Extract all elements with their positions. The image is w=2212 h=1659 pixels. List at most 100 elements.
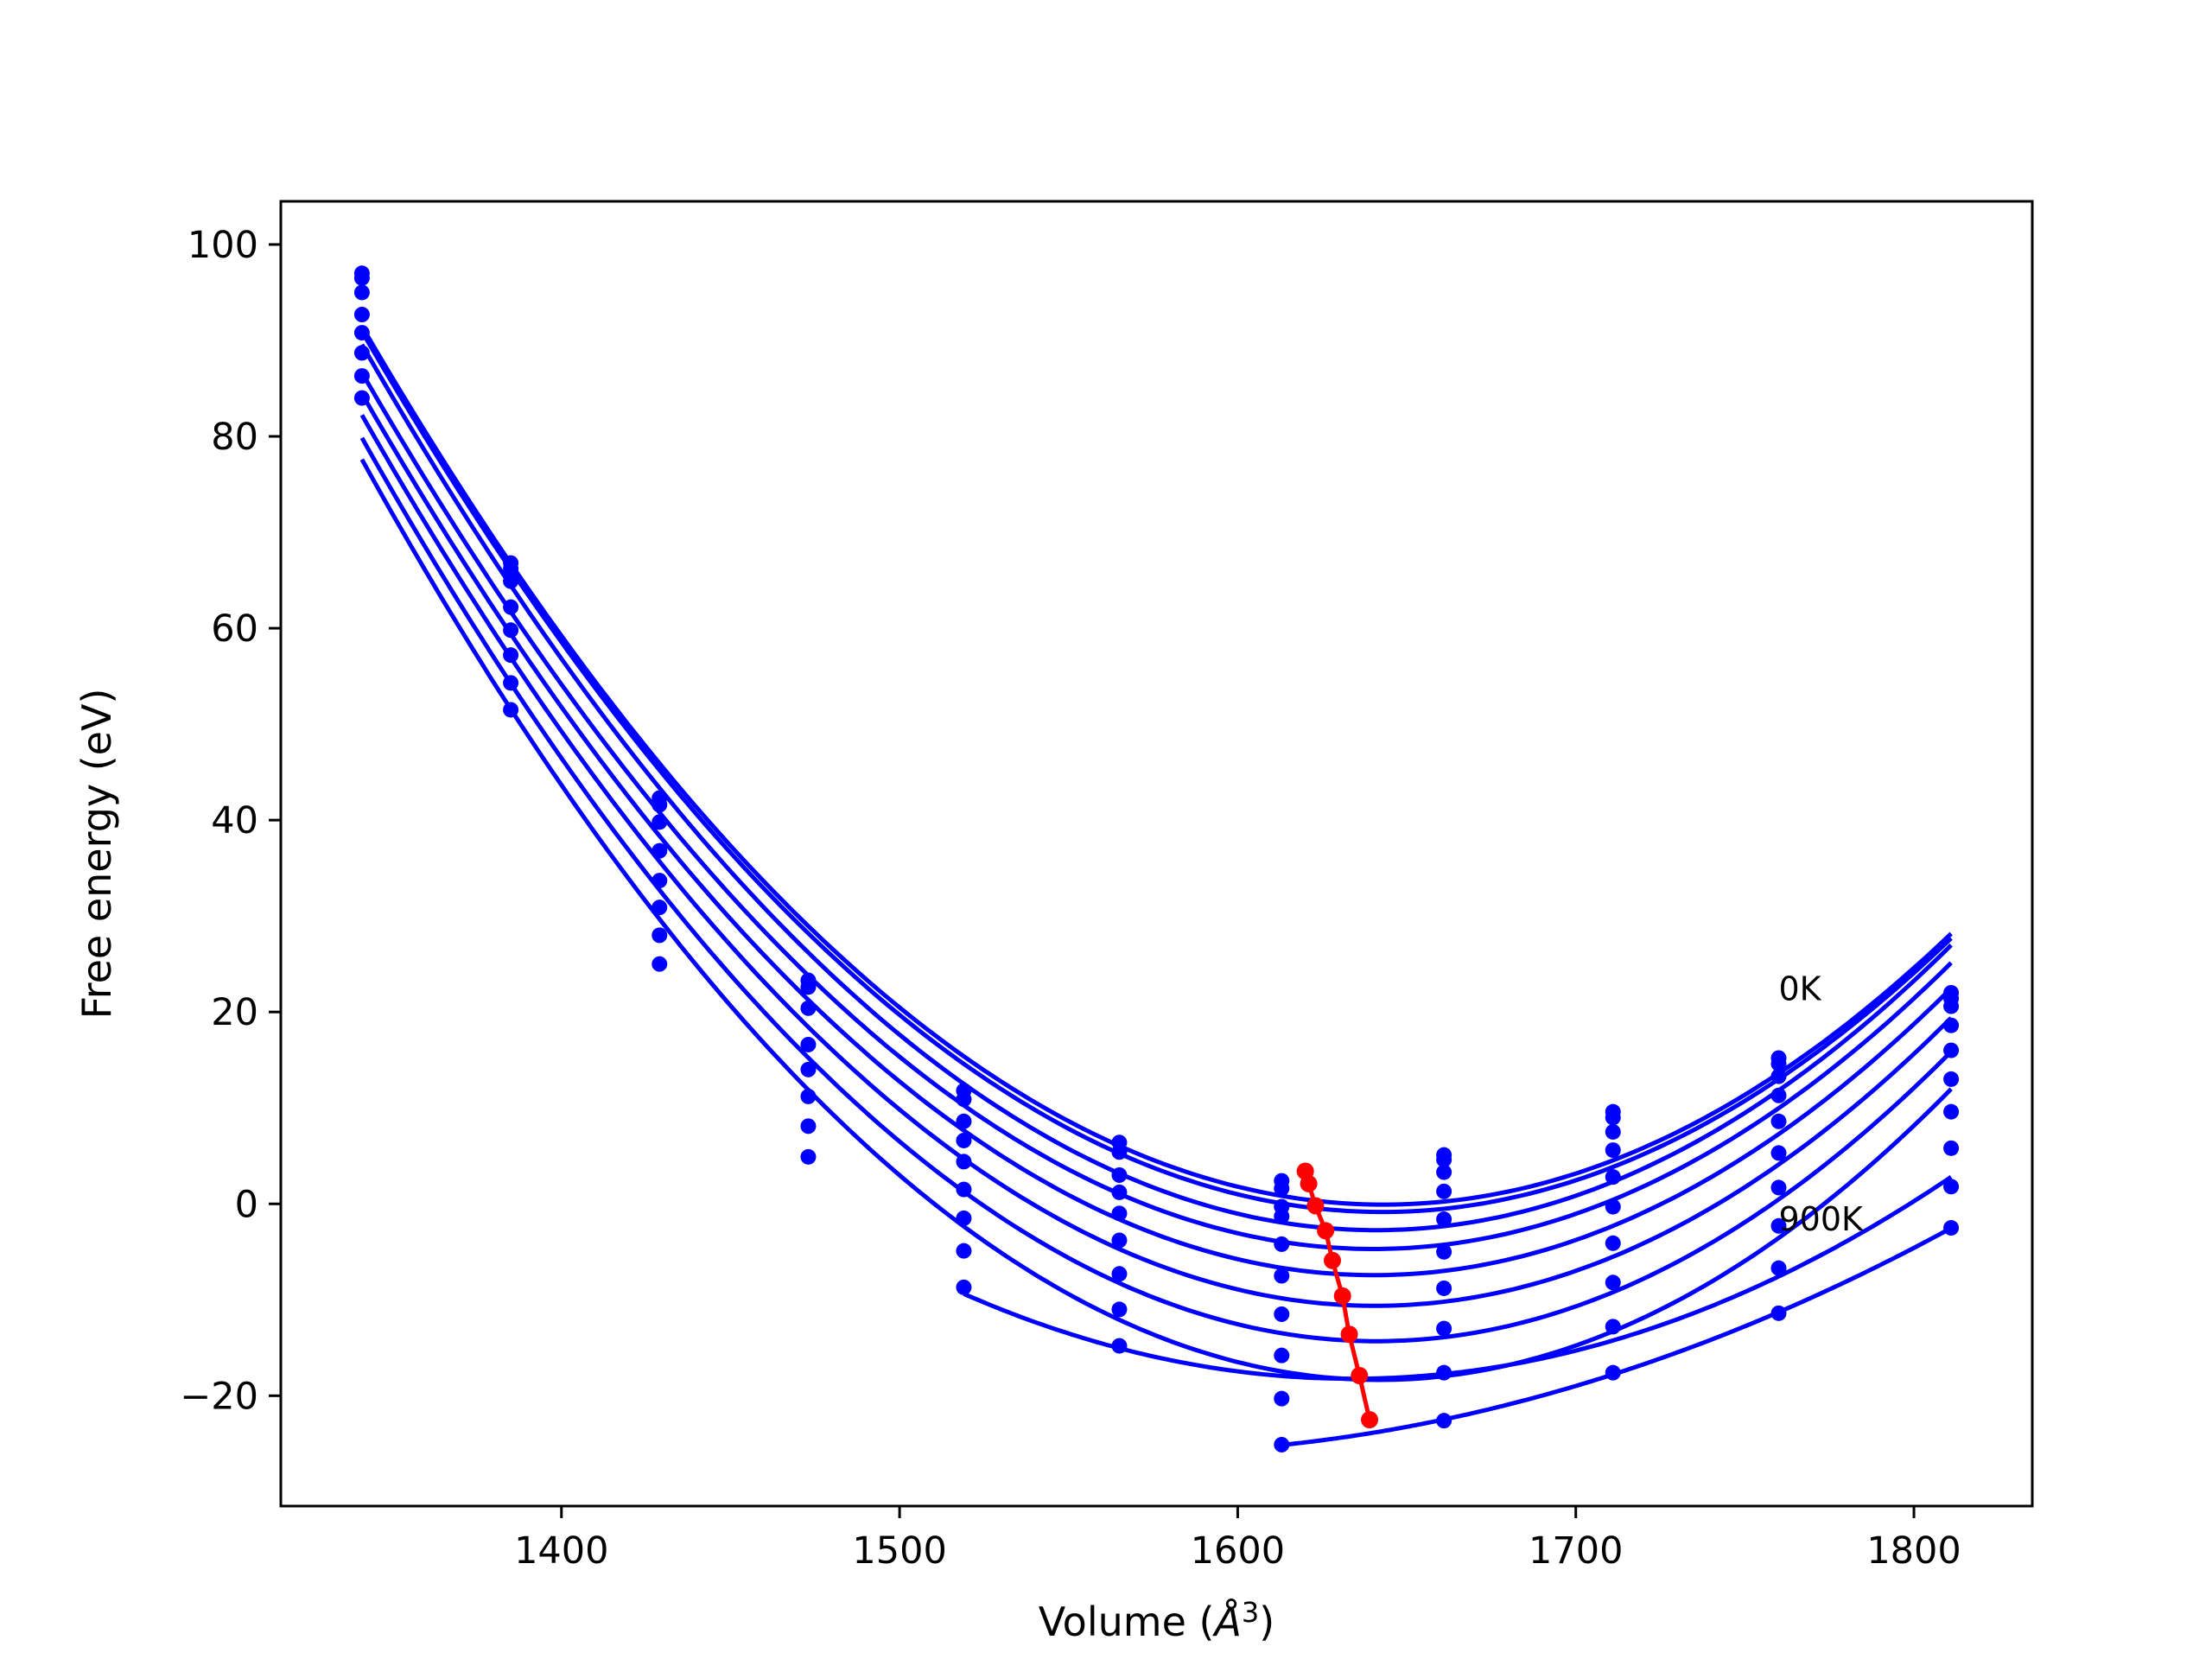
data-point <box>956 1181 972 1198</box>
data-point <box>353 270 370 286</box>
data-point <box>956 1132 972 1148</box>
data-point <box>503 702 519 718</box>
y-axis-title: Free energy (eV) <box>73 689 120 1020</box>
energy-curve <box>359 436 1953 1344</box>
data-point <box>1770 1087 1787 1103</box>
data-point <box>1943 998 1960 1014</box>
data-point <box>503 573 519 589</box>
data-point <box>1943 1103 1960 1120</box>
x-axis-title-exponent: 3 <box>1242 1596 1259 1629</box>
data-point <box>1111 1144 1128 1160</box>
data-point <box>1274 1306 1290 1322</box>
energy-curve <box>359 372 1953 1251</box>
data-point <box>1605 1142 1621 1159</box>
plot-frame <box>279 200 2034 1508</box>
data-point <box>652 873 668 889</box>
data-point <box>652 956 668 972</box>
data-point <box>353 325 370 341</box>
data-point <box>1605 1109 1621 1126</box>
data-point <box>1436 1164 1452 1180</box>
data-point <box>1111 1338 1128 1354</box>
data-point <box>1605 1169 1621 1185</box>
minimum-point <box>1333 1287 1351 1305</box>
data-point <box>1274 1390 1290 1407</box>
energy-curve <box>359 458 1953 1382</box>
y-tick-label: 80 <box>211 416 258 459</box>
y-tick-label: −20 <box>180 1375 258 1418</box>
data-point <box>1770 1056 1787 1072</box>
minimum-path <box>1296 1162 1379 1429</box>
data-point <box>800 1118 817 1135</box>
y-tick-label: 60 <box>211 607 258 651</box>
data-point <box>956 1091 972 1108</box>
y-axis: −20 0 20 40 60 80 100 <box>180 224 281 1418</box>
minimum-point <box>1323 1251 1341 1269</box>
minimum-point <box>1351 1367 1369 1384</box>
x-axis-title-close: ) <box>1259 1599 1274 1645</box>
data-point <box>1436 1364 1452 1381</box>
annotation-label: 900K <box>1779 1200 1865 1238</box>
data-point <box>800 979 817 995</box>
minimum-point <box>1300 1174 1318 1192</box>
data-point <box>503 599 519 615</box>
minimum-point <box>1361 1411 1379 1429</box>
data-point <box>1436 1243 1452 1260</box>
data-point <box>1274 1180 1290 1197</box>
data-point <box>652 797 668 813</box>
data-point <box>1436 1152 1452 1168</box>
y-tick-label: 40 <box>211 799 258 842</box>
annotation-label: 0K <box>1779 969 1822 1007</box>
data-point <box>1770 1260 1787 1276</box>
data-point <box>1111 1301 1128 1318</box>
data-point <box>800 1036 817 1052</box>
minimum-point <box>1340 1325 1358 1344</box>
data-point <box>800 1061 817 1077</box>
data-point <box>353 345 370 361</box>
data-point <box>1111 1184 1128 1200</box>
data-point <box>1111 1266 1128 1282</box>
data-point <box>652 814 668 830</box>
data-point <box>1274 1268 1290 1284</box>
data-point <box>800 1148 817 1165</box>
data-point <box>1943 1017 1960 1033</box>
energy-curves <box>359 325 1953 1447</box>
data-point <box>1436 1183 1452 1199</box>
energy-points <box>353 265 1960 1452</box>
data-point <box>1605 1364 1621 1381</box>
x-tick-label: 1800 <box>1866 1529 1961 1573</box>
data-point <box>1943 1179 1960 1195</box>
data-point <box>1943 1042 1960 1058</box>
data-point <box>1436 1211 1452 1228</box>
y-tick-label: 0 <box>235 1183 258 1226</box>
data-point <box>1274 1347 1290 1363</box>
data-point <box>503 647 519 664</box>
data-point <box>1605 1123 1621 1140</box>
data-point <box>956 1243 972 1259</box>
energy-curve <box>359 414 1953 1308</box>
x-tick-label: 1500 <box>852 1529 946 1573</box>
data-point <box>353 390 370 406</box>
data-point <box>1605 1274 1621 1291</box>
data-point <box>1943 1140 1960 1156</box>
y-tick-label: 20 <box>211 991 258 1034</box>
minimum-point <box>1317 1222 1335 1240</box>
energy-curve <box>359 343 1953 1233</box>
minimum-point <box>1306 1197 1325 1215</box>
data-point <box>353 368 370 385</box>
data-point <box>1436 1413 1452 1429</box>
energy-curve <box>359 330 1953 1215</box>
data-point <box>503 561 519 577</box>
data-point <box>1770 1113 1787 1129</box>
energy-curve <box>359 392 1953 1278</box>
data-point <box>800 1000 817 1016</box>
data-point <box>1770 1179 1787 1196</box>
data-point <box>956 1210 972 1226</box>
data-point <box>1274 1236 1290 1252</box>
data-point <box>503 675 519 691</box>
data-point <box>1770 1305 1787 1321</box>
annotations: 0K 900K <box>1779 969 1865 1237</box>
x-axis-title: Volume (Å3) <box>1039 1596 1274 1645</box>
data-point <box>1605 1235 1621 1251</box>
